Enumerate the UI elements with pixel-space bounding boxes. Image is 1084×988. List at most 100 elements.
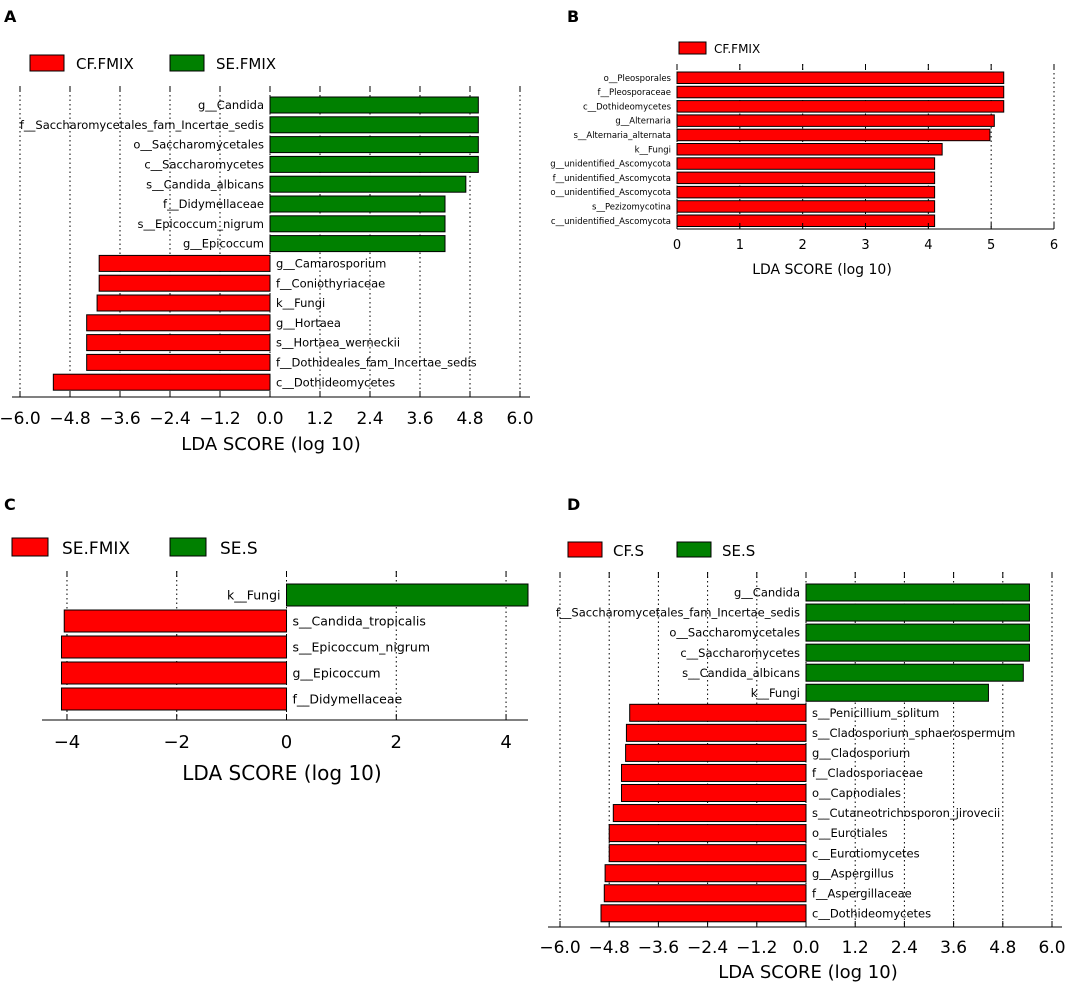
bar-g-epicoccum xyxy=(60,661,288,685)
x-tick-label: 3.6 xyxy=(406,409,433,429)
bar-o-unidentified-ascomycota xyxy=(676,185,936,199)
bar-f-didymellaceae xyxy=(269,195,446,213)
panel-label: A xyxy=(4,7,17,26)
bar-label-s-pezizomycotina: s__Pezizomycotina xyxy=(592,203,671,213)
bar-c-dothideomycetes xyxy=(600,904,807,923)
bar-label-f-pleosporaceae: f__Pleosporaceae xyxy=(598,88,671,98)
bar-label-k-fungi: k__Fungi xyxy=(227,588,281,603)
x-tick-label: −2.4 xyxy=(149,409,190,429)
bar-o-saccharomycetales xyxy=(805,623,1030,642)
bar-label-o-capnodiales: o__Capnodiales xyxy=(812,786,901,800)
bar-s-epicoccum-nigrum xyxy=(60,635,288,659)
x-tick-label: 3 xyxy=(861,238,869,253)
bar-label-o-unidentified-ascomycota: o__unidentified_Ascomycota xyxy=(550,188,671,198)
x-tick-label: 4.8 xyxy=(456,409,483,429)
bar-label-k-fungi: k__Fungi xyxy=(751,686,800,700)
legend: SE.FMIX SE.S xyxy=(11,537,258,559)
bar-c-dothideomycetes xyxy=(52,373,271,391)
legend: CF.S SE.S xyxy=(567,541,755,560)
bar-label-g-hortaea: g__Hortaea xyxy=(276,316,341,330)
panel-label: D xyxy=(567,495,580,514)
bar-s-candida-albicans xyxy=(269,175,467,193)
bar-label-o-eurotiales: o__Eurotiales xyxy=(812,826,888,840)
bar-label-s-epicoccum-nigrum: s__Epicoccum_nigrum xyxy=(138,217,265,231)
bar-g-candida xyxy=(269,96,479,114)
bar-label-c-dothideomycetes: c__Dothideomycetes xyxy=(276,375,395,389)
bar-g-candida xyxy=(805,583,1030,602)
bar-f-aspergillaceae xyxy=(603,884,807,903)
bar-f-dothideales-fam-incertae-sedis xyxy=(86,353,271,371)
x-tick-label: 1.2 xyxy=(306,409,333,429)
bar-o-saccharomycetales xyxy=(269,136,479,154)
legend-label-cf-s: CF.S xyxy=(613,542,644,560)
bar-label-g-unidentified-ascomycota: g__unidentified_Ascomycota xyxy=(550,160,671,170)
bar-c-eurotiomycetes xyxy=(608,844,807,863)
panel-c: C SE.FMIX SE.S k__Fungi s__Candida_tropic… xyxy=(4,495,529,785)
legend-swatch-se-s xyxy=(676,541,712,558)
bar-f-cladosporiaceae xyxy=(621,763,807,782)
panel-b: B CF.FMIX o__Pleosporales f__Pleosporacea… xyxy=(550,7,1058,278)
x-ticks: −6.0 −4.8 −3.6 −2.4 −1.2 0.0 1.2 2.4 3.6 4.8 6.0 xyxy=(539,572,1066,958)
bar-label-k-fungi: k__Fungi xyxy=(276,296,325,310)
bar-label-g-alternaria: g__Alternaria xyxy=(615,117,671,127)
bar-label-s-epicoccum-nigrum: s__Epicoccum_nigrum xyxy=(293,640,431,655)
panel-a: A CF.FMIX SE.FMIX g__Candida f__Saccharom… xyxy=(0,7,534,455)
bar-label-s-alternaria-alternata: s__Alternaria_alternata xyxy=(573,131,671,141)
bar-k-fungi xyxy=(286,583,529,607)
panel-label: B xyxy=(567,7,579,26)
bar-label-c-dothideomycetes: c__Dothideomycetes xyxy=(583,102,672,112)
legend-label-se-s: SE.S xyxy=(220,539,258,559)
bar-label-c-saccharomycetes: c__Saccharomycetes xyxy=(144,158,264,172)
bars xyxy=(676,71,1005,227)
bar-o-eurotiales xyxy=(608,824,807,843)
bars xyxy=(52,96,479,391)
x-tick-label: 3.6 xyxy=(940,938,967,958)
bars xyxy=(600,583,1030,923)
x-tick-label: −6.0 xyxy=(539,938,580,958)
bar-g-cladosporium xyxy=(625,743,807,762)
bar-label-f-dothideales-fam-incertae-sedis: f__Dothideales_fam_Incertae_sedis xyxy=(276,356,477,370)
legend-label-cf-fmix: CF.FMIX xyxy=(76,55,134,73)
bar-g-camarosporium xyxy=(98,254,271,272)
bar-label-g-candida: g__Candida xyxy=(734,586,800,600)
bar-label-g-epicoccum: g__Epicoccum xyxy=(183,237,264,251)
x-axis-label: LDA SCORE (log 10) xyxy=(718,962,897,983)
bar-labels: o__Pleosporales f__Pleosporaceae c__Dothid… xyxy=(550,74,671,227)
legend: CF.FMIX xyxy=(678,41,760,56)
legend-label-se-s: SE.S xyxy=(722,542,755,560)
x-tick-label: 4 xyxy=(924,238,932,253)
bar-s-cladosporium-sphaerospermum xyxy=(625,723,807,742)
bar-f-coniothyriaceae xyxy=(98,274,271,292)
bar-label-g-epicoccum: g__Epicoccum xyxy=(293,666,381,681)
bar-label-c-unidentified-ascomycota: c__unidentified_Ascomycota xyxy=(551,217,671,227)
bar-label-s-candida-albicans: s__Candida_albicans xyxy=(146,177,264,191)
bar-label-g-cladosporium: g__Cladosporium xyxy=(812,746,910,760)
panel-d: D CF.S SE.S g__Candida f__Saccharomycetal… xyxy=(539,495,1065,983)
bar-label-f-didymellaceae: f__Didymellaceae xyxy=(163,197,264,211)
legend-swatch-cf-fmix xyxy=(29,54,65,72)
bar-o-pleosporales xyxy=(676,71,1005,84)
bar-label-s-cladosporium-sphaerospermum: s__Cladosporium_sphaerospermum xyxy=(812,726,1015,740)
bar-k-fungi xyxy=(676,143,943,156)
legend-swatch-cf-s xyxy=(567,541,603,558)
bar-s-epicoccum-nigrum xyxy=(269,215,446,233)
bar-labels: k__Fungi s__Candida_tropicalis s__Epicoccu… xyxy=(227,588,430,707)
x-tick-label: −3.6 xyxy=(99,409,140,429)
bar-label-g-camarosporium: g__Camarosporium xyxy=(276,257,386,271)
bar-o-capnodiales xyxy=(621,784,807,802)
bar-g-hortaea xyxy=(86,314,271,332)
bar-label-s-penicillium-solitum: s__Penicillium_solitum xyxy=(812,706,939,720)
x-tick-label: −6.0 xyxy=(0,409,41,429)
x-tick-label: 4.8 xyxy=(989,938,1016,958)
bar-label-f-coniothyriaceae: f__Coniothyriaceae xyxy=(276,276,385,290)
bar-k-fungi xyxy=(96,294,271,312)
bar-c-saccharomycetes xyxy=(269,155,479,173)
bar-label-f-saccharomycetales-fam-incertae-sedis: f__Saccharomycetales_fam_Incertae_sedis xyxy=(556,606,800,620)
bar-k-fungi xyxy=(805,683,989,702)
legend-swatch-cf-fmix xyxy=(678,41,707,55)
x-tick-label: 2 xyxy=(799,238,807,253)
x-axis-label: LDA SCORE (log 10) xyxy=(752,262,892,278)
bars xyxy=(60,583,529,711)
x-tick-label: 0.0 xyxy=(792,938,819,958)
